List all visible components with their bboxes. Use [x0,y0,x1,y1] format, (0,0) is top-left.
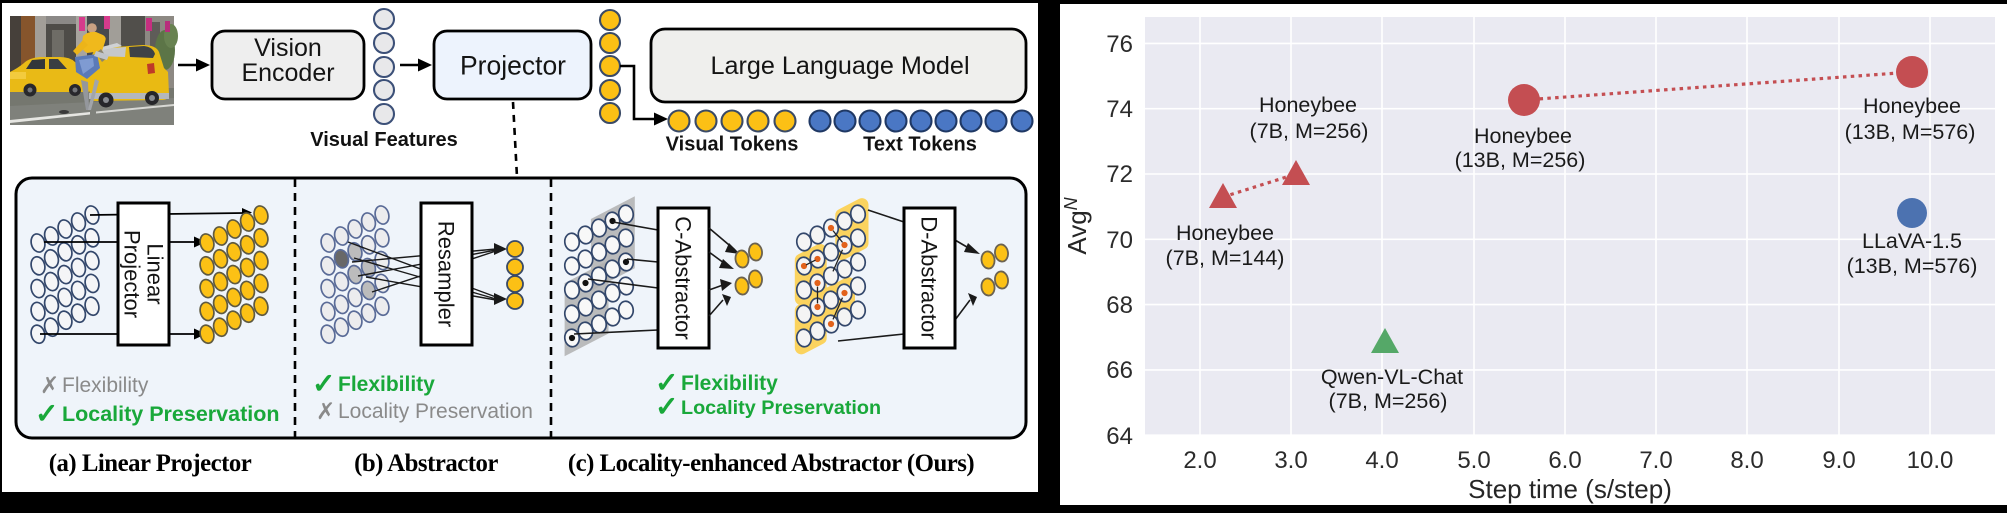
svg-text:Locality Preservation: Locality Preservation [62,402,279,426]
svg-text:(13B, M=576): (13B, M=576) [1847,254,1978,278]
svg-text:(13B, M=576): (13B, M=576) [1845,120,1976,144]
svg-text:Honeybee: Honeybee [1176,221,1274,245]
svg-text:Visual Features: Visual Features [310,129,457,151]
svg-text:Honeybee: Honeybee [1259,93,1357,117]
svg-text:Resampler: Resampler [434,221,459,327]
svg-text:9.0: 9.0 [1822,447,1855,474]
svg-text:3.0: 3.0 [1274,447,1307,474]
svg-text:64: 64 [1106,423,1133,450]
svg-text:(b) Abstractor: (b) Abstractor [354,450,498,477]
svg-text:Vision: Vision [254,34,322,62]
svg-text:LLaVA-1.5: LLaVA-1.5 [1862,229,1962,253]
svg-text:6.0: 6.0 [1548,447,1581,474]
svg-text:72: 72 [1106,161,1133,188]
svg-text:(c) Locality-enhanced Abstract: (c) Locality-enhanced Abstractor (Ours) [568,450,975,477]
svg-text:74: 74 [1106,96,1133,123]
svg-text:✓: ✓ [655,391,678,422]
svg-text:Flexibility: Flexibility [338,373,435,396]
svg-text:76: 76 [1106,31,1133,58]
svg-text:Locality Preservation: Locality Preservation [338,400,533,423]
svg-text:Large Language Model: Large Language Model [710,52,969,80]
svg-text:70: 70 [1106,227,1133,254]
svg-text:✓: ✓ [312,368,335,399]
svg-text:(13B, M=256): (13B, M=256) [1455,148,1586,172]
svg-text:(7B, M=256): (7B, M=256) [1250,119,1369,143]
svg-text:Step time (s/step): Step time (s/step) [1468,474,1672,504]
svg-text:4.0: 4.0 [1365,447,1398,474]
svg-text:LinearProjector: LinearProjector [120,230,168,318]
svg-text:✓: ✓ [655,367,678,398]
svg-text:AvgN: AvgN [1061,196,1092,254]
svg-text:✗: ✗ [316,398,335,424]
svg-text:8.0: 8.0 [1730,447,1763,474]
svg-text:68: 68 [1106,292,1133,319]
svg-text:✓: ✓ [35,398,58,429]
svg-text:Honeybee: Honeybee [1474,124,1572,148]
svg-text:✗: ✗ [40,372,59,398]
svg-text:10.0: 10.0 [1907,447,1954,474]
svg-text:(7B, M=144): (7B, M=144) [1166,246,1285,270]
svg-text:C-Abstractor: C-Abstractor [671,216,696,339]
svg-text:Visual Tokens: Visual Tokens [666,134,799,156]
svg-text:2.0: 2.0 [1183,447,1216,474]
svg-text:Honeybee: Honeybee [1863,94,1961,118]
svg-text:(7B, M=256): (7B, M=256) [1329,389,1448,413]
svg-text:D-Abstractor: D-Abstractor [917,216,942,339]
svg-text:Flexibility: Flexibility [681,372,778,395]
svg-text:5.0: 5.0 [1457,447,1490,474]
svg-text:Projector: Projector [460,51,566,81]
svg-text:Flexibility: Flexibility [62,374,149,397]
svg-text:Qwen-VL-Chat: Qwen-VL-Chat [1321,365,1463,389]
svg-text:7.0: 7.0 [1639,447,1672,474]
svg-text:Encoder: Encoder [241,59,334,87]
svg-text:66: 66 [1106,357,1133,384]
svg-text:Locality Preservation: Locality Preservation [681,397,881,419]
svg-text:(a) Linear Projector: (a) Linear Projector [49,450,252,477]
svg-text:Text Tokens: Text Tokens [863,134,977,156]
